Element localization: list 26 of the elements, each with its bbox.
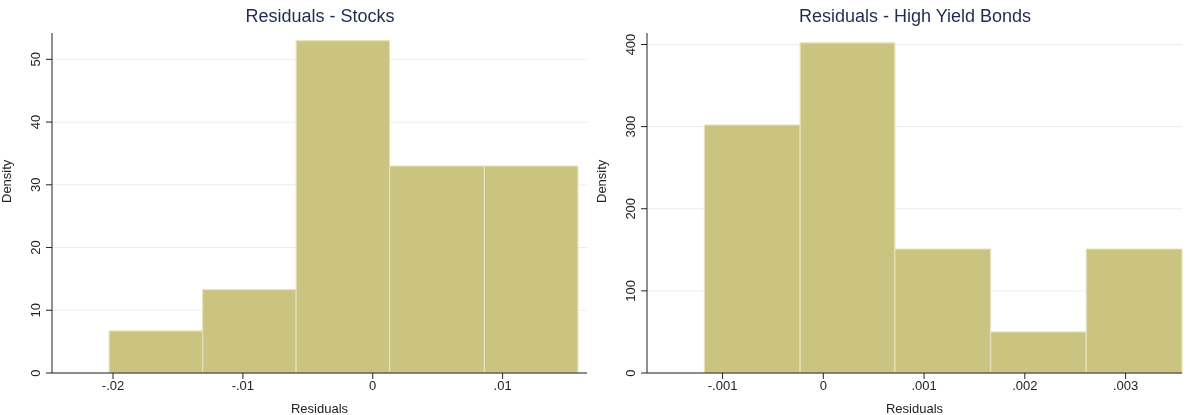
x-tick-label: .01 [493,378,512,394]
x-tick-label: .001 [911,378,937,394]
x-tick-label: .003 [1112,378,1139,394]
y-tick-label: 400 [623,33,638,56]
x-tick-label: -.01 [231,378,255,394]
y-tick-label: 300 [623,115,638,138]
x-axis-title: Residuals [290,401,349,415]
x-tick-label: -.02 [101,378,125,394]
y-tick-label: 20 [28,240,43,255]
x-axis-title: Residuals [885,401,944,415]
x-tick-label: 0 [819,378,827,394]
y-tick-label: 30 [28,177,43,193]
y-tick-label: 200 [623,197,638,220]
chart-title: Residuals - High Yield Bonds [797,6,1033,27]
y-tick-label: 40 [28,114,43,130]
x-tick-label: .002 [1012,378,1038,394]
y-tick-label: 0 [623,369,638,377]
x-tick-label: -.001 [707,378,738,394]
y-tick-label: 10 [28,303,43,318]
y-tick-label: 100 [623,280,638,302]
y-axis-title: Density [593,159,609,203]
y-tick-label: 50 [28,52,43,67]
y-axis-title: Density [0,159,14,203]
x-tick-label: 0 [369,378,377,394]
y-tick-label: 0 [28,369,43,377]
chart-title: Residuals - Stocks [244,6,396,27]
